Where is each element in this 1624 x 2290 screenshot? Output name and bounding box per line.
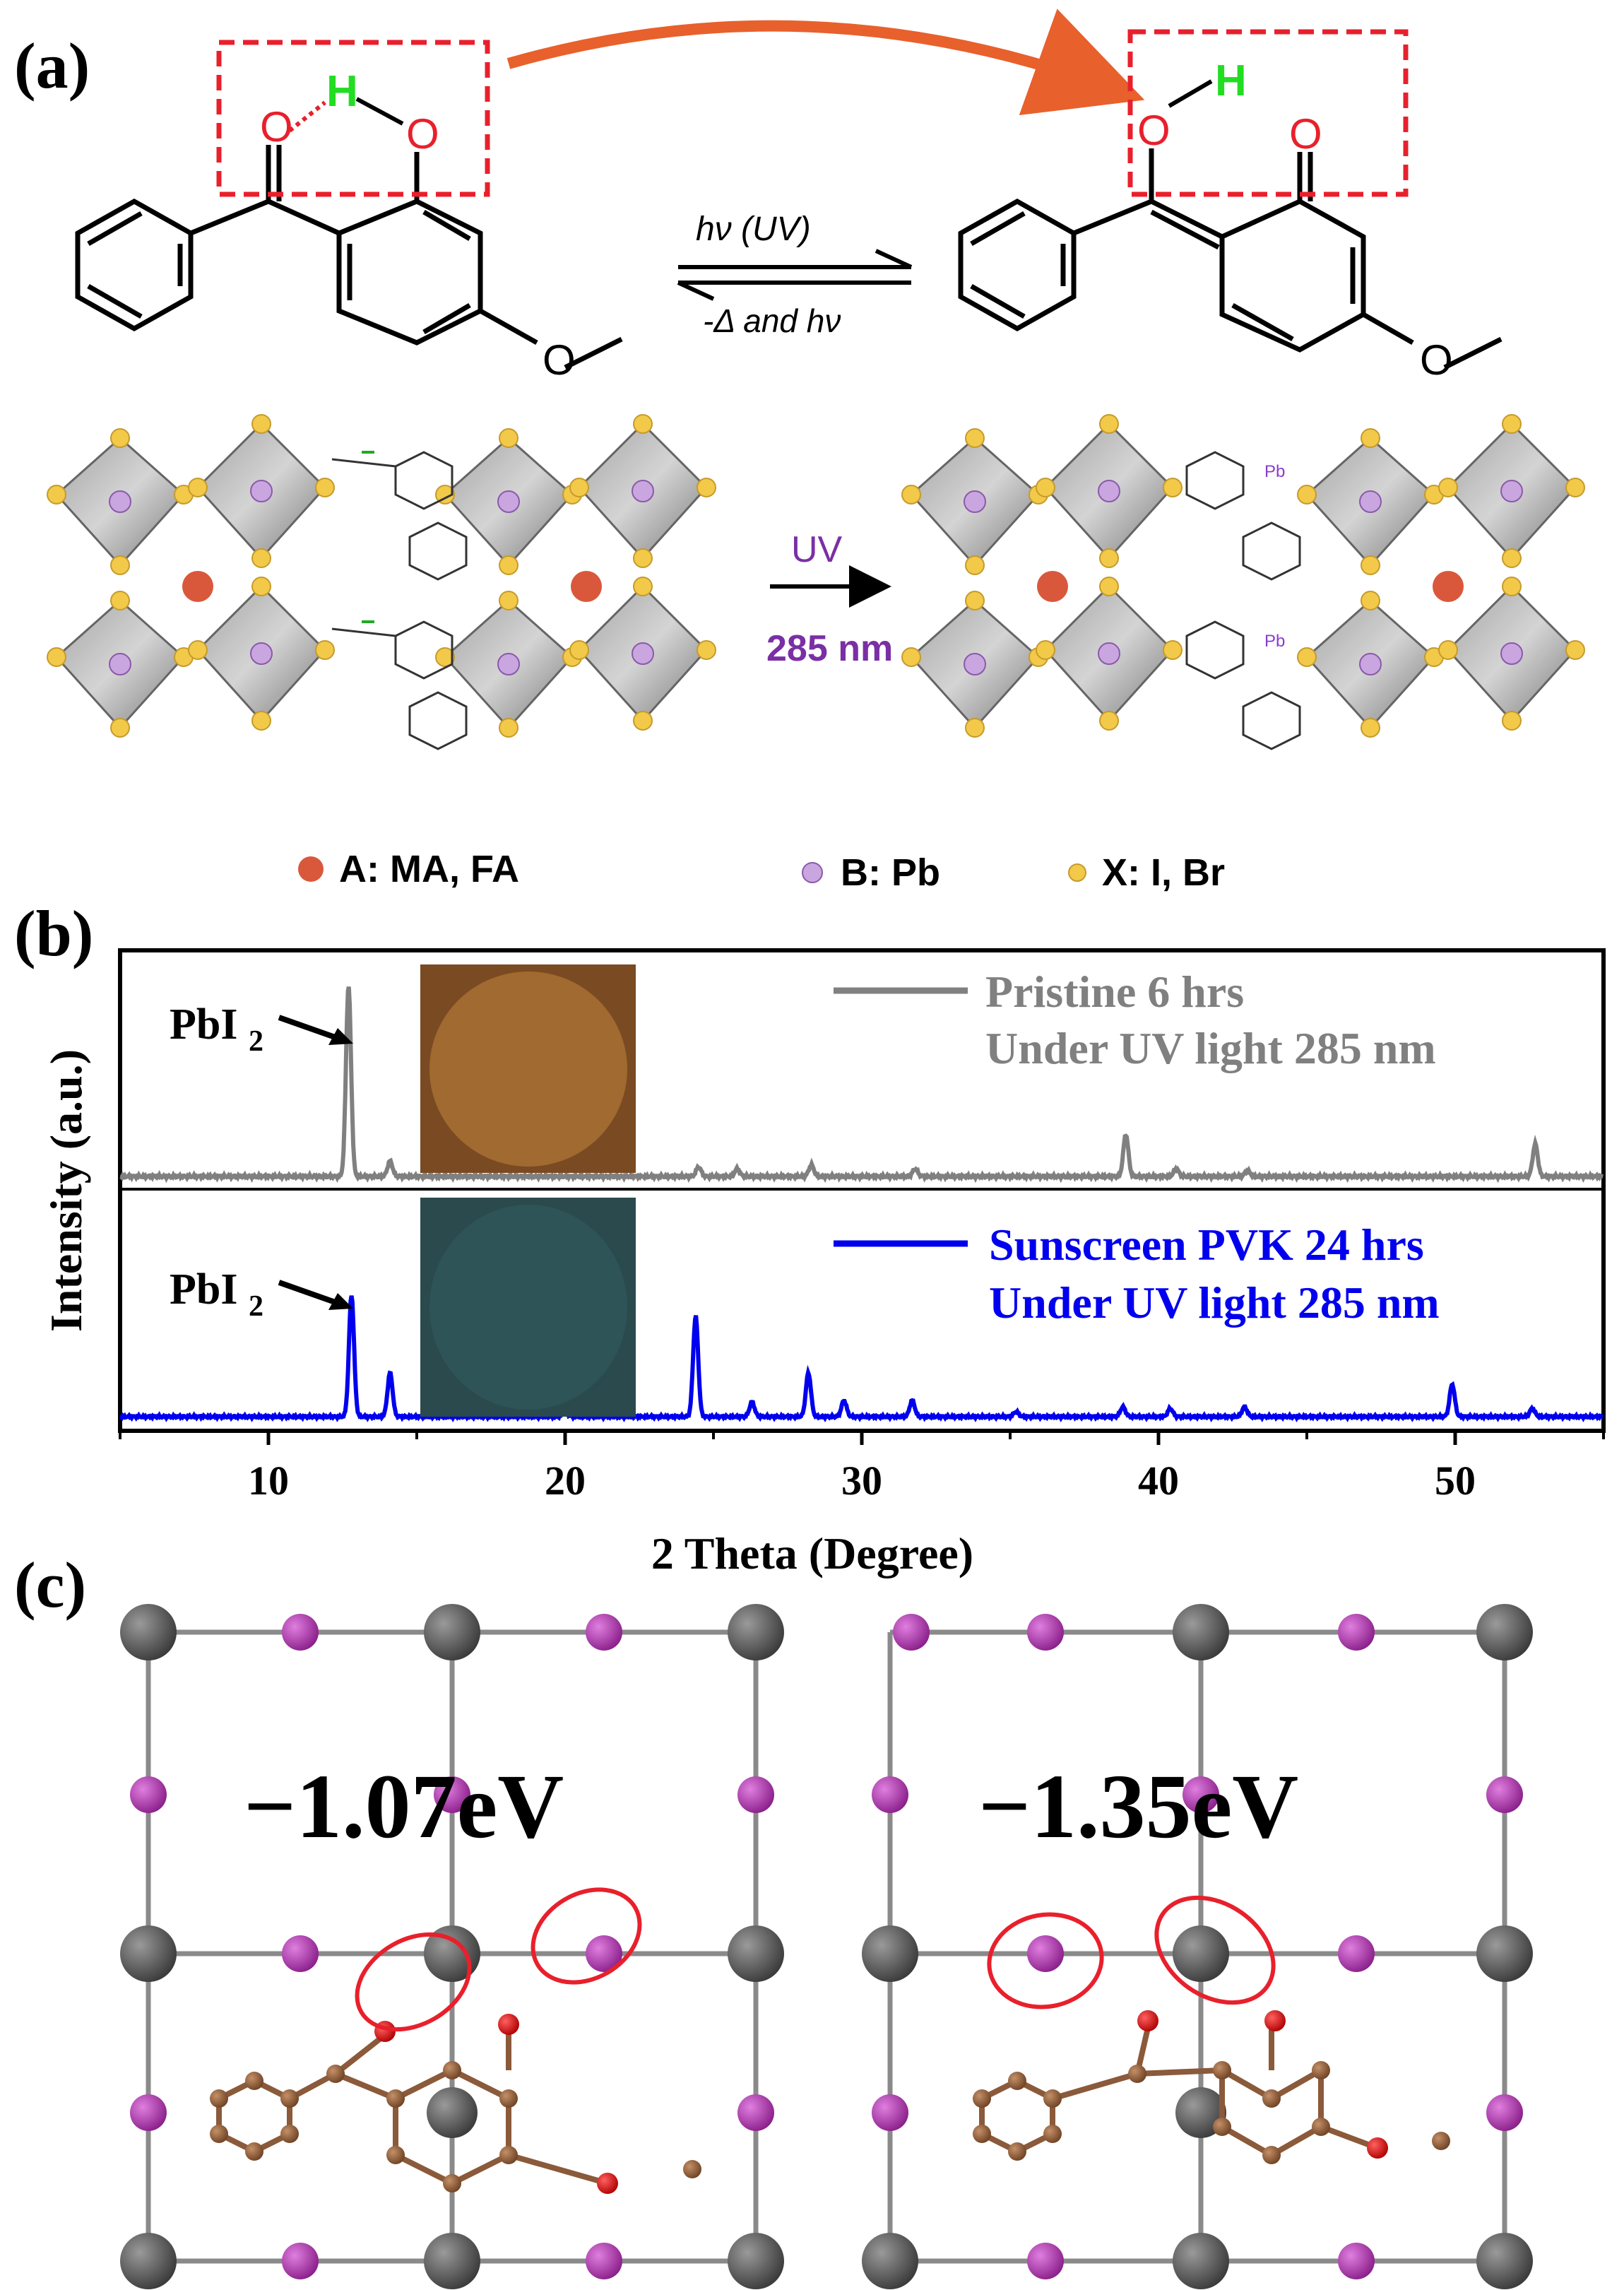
highlight-ellipse-2 bbox=[531, 1887, 642, 1985]
legend: A: MA, FA B: Pb X: I, Br bbox=[298, 848, 1225, 894]
reverse-arrow-label: -Δ and hν bbox=[703, 302, 841, 339]
x-ticks: 10 20 30 40 50 bbox=[119, 1431, 1605, 1504]
right-methoxy-oxygen: O bbox=[1420, 336, 1453, 384]
legend-sunscreen-line1: Sunscreen PVK 24 hrs bbox=[989, 1220, 1424, 1270]
right-hydrogen: H bbox=[1215, 57, 1247, 105]
series-line-sunscreen bbox=[119, 1295, 1604, 1423]
x-tick-label: 30 bbox=[841, 1458, 882, 1504]
panel-c-figure: −1.07eV bbox=[120, 1604, 1533, 2289]
uv-label: UV bbox=[791, 529, 843, 570]
highlight-ellipse-4 bbox=[1154, 1895, 1276, 2005]
x-tick-label: 40 bbox=[1138, 1458, 1179, 1504]
legend-marker-a bbox=[298, 856, 324, 882]
binding-energy-right: −1.35eV bbox=[978, 1756, 1298, 1858]
left-hydrogen: H bbox=[326, 67, 358, 116]
right-highlight-box bbox=[1127, 29, 1409, 197]
cell-left: −1.07eV bbox=[120, 1604, 784, 2289]
legend-pristine-line1: Pristine 6 hrs bbox=[985, 967, 1244, 1017]
left-molecule bbox=[75, 145, 623, 370]
left-carbonyl-oxygen: O bbox=[260, 103, 293, 150]
legend-label-b: B: Pb bbox=[841, 851, 940, 894]
xrd-chart: 10 20 30 40 50 Intensity (a.u.) 2 Theta (Deg… bbox=[41, 948, 1606, 1578]
legend-marker-x bbox=[1068, 863, 1086, 882]
annotation-pbi2-top-main: PbI bbox=[170, 1001, 237, 1049]
annotation-pbi2-bottom-subscript: 2 bbox=[249, 1290, 263, 1323]
annotation-pbi2-top-subscript: 2 bbox=[249, 1025, 263, 1058]
left-hbond bbox=[288, 100, 326, 133]
right-bound-lead-top: Pb bbox=[1264, 462, 1285, 481]
left-hydroxyl-oxygen: O bbox=[406, 110, 439, 158]
series-group bbox=[119, 986, 1604, 1423]
panel-label-c: (c) bbox=[14, 1549, 87, 1621]
y-axis-label: Intensity (a.u.) bbox=[41, 1049, 91, 1332]
highlight-ellipse-1 bbox=[355, 1932, 472, 2032]
right-keto-oxygen: O bbox=[1289, 110, 1322, 158]
right-molecule bbox=[958, 148, 1503, 370]
left-methoxy-oxygen: O bbox=[543, 336, 576, 384]
legend-label-x: X: I, Br bbox=[1102, 851, 1225, 894]
x-tick-label: 50 bbox=[1435, 1458, 1476, 1504]
forward-arrow-label: hν (UV) bbox=[696, 211, 811, 248]
series-line-pristine bbox=[119, 986, 1604, 1184]
perovskite-right: Pb Pb bbox=[901, 414, 1585, 750]
annotation-pbi2-bottom-main: PbI bbox=[170, 1265, 237, 1314]
legend-label-a: A: MA, FA bbox=[339, 848, 519, 890]
x-tick-label: 20 bbox=[545, 1458, 586, 1504]
panel-label-a: (a) bbox=[14, 30, 90, 102]
cell-right: −1.35eV bbox=[862, 1604, 1533, 2289]
annotation-pbi2-bottom: PbI 2 bbox=[170, 1265, 353, 1323]
wavelength-label: 285 nm bbox=[766, 628, 893, 669]
right-bound-lead-bottom: Pb bbox=[1264, 632, 1285, 651]
binding-energy-left: −1.07eV bbox=[244, 1756, 564, 1858]
legend-sunscreen-line2: Under UV light 285 nm bbox=[989, 1277, 1440, 1328]
right-enol-oxygen: O bbox=[1137, 107, 1170, 154]
panel-label-b: (b) bbox=[14, 897, 94, 969]
highlight-ellipse-3 bbox=[987, 1912, 1104, 2009]
x-axis-label: 2 Theta (Degree) bbox=[651, 1528, 973, 1578]
left-highlight-box bbox=[216, 40, 490, 197]
perovskite-left bbox=[47, 414, 716, 750]
legend-marker-b bbox=[802, 862, 823, 883]
legend-pristine-line2: Under UV light 285 nm bbox=[985, 1023, 1436, 1073]
x-tick-label: 10 bbox=[248, 1458, 289, 1504]
annotation-pbi2-top: PbI 2 bbox=[170, 1001, 353, 1058]
transfer-arrow bbox=[506, 8, 1145, 116]
panel-a-figure: O O H O hν (UV) -Δ and hν O O H O bbox=[47, 8, 1585, 894]
